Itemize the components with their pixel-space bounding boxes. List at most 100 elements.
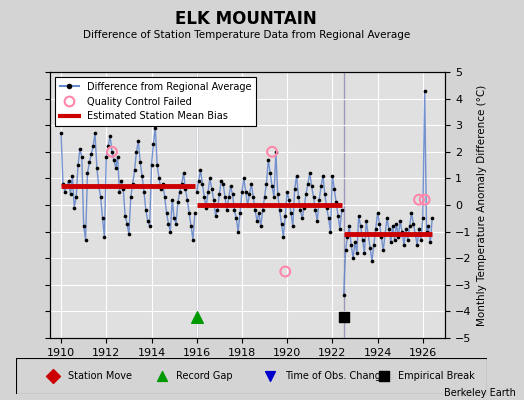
Point bbox=[358, 236, 367, 243]
Point bbox=[108, 149, 116, 155]
Point bbox=[125, 231, 133, 238]
Point bbox=[68, 172, 77, 179]
Point bbox=[255, 210, 263, 216]
Point bbox=[385, 226, 393, 232]
Point bbox=[178, 180, 186, 187]
Point bbox=[238, 188, 246, 195]
Text: Berkeley Earth: Berkeley Earth bbox=[444, 388, 516, 398]
Point bbox=[72, 194, 80, 200]
Point bbox=[87, 151, 95, 158]
Point bbox=[298, 215, 307, 222]
Point bbox=[268, 183, 276, 190]
Point bbox=[274, 191, 282, 198]
Point bbox=[59, 180, 67, 187]
Point bbox=[426, 239, 434, 246]
Point bbox=[424, 223, 433, 230]
Point bbox=[366, 244, 374, 251]
Point bbox=[420, 196, 429, 203]
Point bbox=[270, 194, 278, 200]
Point bbox=[130, 167, 139, 174]
Legend: Difference from Regional Average, Quality Control Failed, Estimated Station Mean: Difference from Regional Average, Qualit… bbox=[54, 77, 256, 126]
Point bbox=[336, 226, 344, 232]
Point bbox=[141, 207, 150, 214]
Point bbox=[407, 210, 416, 216]
Point bbox=[419, 215, 427, 222]
Point bbox=[64, 178, 73, 184]
Point bbox=[239, 175, 248, 182]
Point bbox=[85, 159, 93, 166]
Point bbox=[383, 215, 391, 222]
Point bbox=[119, 186, 127, 192]
Point bbox=[249, 194, 257, 200]
Point bbox=[317, 183, 325, 190]
Point bbox=[337, 207, 346, 214]
Point bbox=[349, 255, 357, 262]
Point bbox=[57, 130, 66, 136]
Point bbox=[308, 183, 316, 190]
Point bbox=[166, 228, 174, 235]
Point bbox=[226, 183, 235, 190]
Point bbox=[221, 194, 229, 200]
Point bbox=[340, 314, 348, 320]
Point bbox=[403, 236, 412, 243]
Point bbox=[324, 215, 333, 222]
Point bbox=[168, 196, 177, 203]
Point bbox=[281, 268, 289, 275]
Point bbox=[67, 191, 75, 198]
Point bbox=[160, 194, 169, 200]
Point bbox=[413, 242, 421, 248]
Point bbox=[179, 170, 188, 176]
Point bbox=[351, 239, 359, 246]
Point bbox=[268, 149, 276, 155]
Text: Difference of Station Temperature Data from Regional Average: Difference of Station Temperature Data f… bbox=[83, 30, 410, 40]
Point bbox=[123, 220, 131, 227]
Point bbox=[228, 191, 237, 198]
Point bbox=[155, 175, 163, 182]
Point bbox=[305, 170, 314, 176]
Point bbox=[364, 231, 373, 238]
Point bbox=[140, 188, 148, 195]
Point bbox=[162, 210, 171, 216]
Point bbox=[110, 156, 118, 163]
Point bbox=[343, 234, 352, 240]
Point bbox=[347, 242, 355, 248]
Point bbox=[287, 210, 295, 216]
Point bbox=[392, 220, 401, 227]
Point bbox=[247, 180, 256, 187]
Point bbox=[181, 186, 190, 192]
Point bbox=[353, 250, 361, 256]
Point bbox=[104, 143, 112, 150]
Point bbox=[356, 223, 365, 230]
Point bbox=[165, 220, 173, 227]
Point bbox=[330, 186, 339, 192]
Point bbox=[153, 162, 161, 168]
Point bbox=[326, 228, 335, 235]
Point bbox=[355, 212, 363, 219]
Text: Record Gap: Record Gap bbox=[176, 371, 233, 381]
Point bbox=[191, 210, 199, 216]
Point bbox=[210, 196, 218, 203]
Point bbox=[262, 180, 270, 187]
Point bbox=[106, 133, 114, 139]
Point bbox=[70, 204, 79, 211]
Point bbox=[321, 191, 329, 198]
Point bbox=[113, 154, 122, 160]
Point bbox=[400, 242, 408, 248]
Point bbox=[242, 188, 250, 195]
Point bbox=[251, 207, 259, 214]
Point bbox=[398, 228, 406, 235]
Point bbox=[62, 183, 71, 190]
Point bbox=[368, 258, 376, 264]
Point bbox=[196, 167, 205, 174]
Point bbox=[332, 199, 340, 206]
Point bbox=[80, 223, 88, 230]
Point bbox=[159, 180, 167, 187]
Point bbox=[211, 212, 220, 219]
Point bbox=[417, 236, 425, 243]
Point bbox=[236, 210, 244, 216]
Point bbox=[151, 125, 159, 131]
Point bbox=[328, 172, 336, 179]
Point bbox=[387, 239, 395, 246]
Point bbox=[200, 194, 209, 200]
Point bbox=[253, 218, 261, 224]
